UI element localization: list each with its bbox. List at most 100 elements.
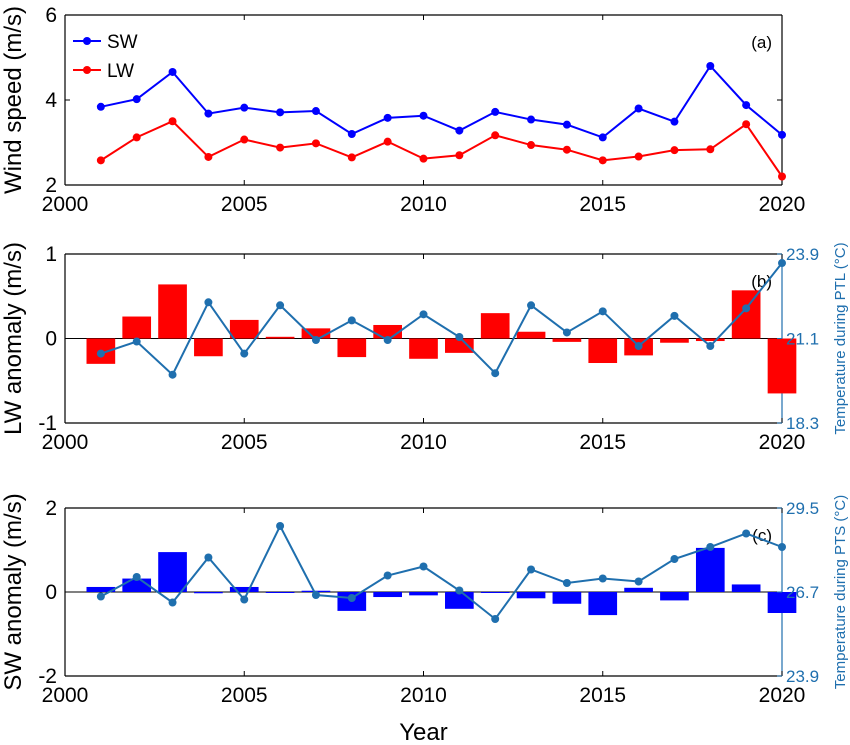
bar — [194, 338, 223, 357]
point-lw — [276, 143, 285, 152]
panel-label: (b) — [751, 272, 772, 291]
y-tick-label: 1 — [45, 243, 57, 266]
bar — [552, 592, 582, 604]
right-tick-label: 26.7 — [786, 583, 819, 602]
x-tick-label: 2015 — [579, 193, 626, 216]
bar — [588, 338, 618, 364]
y-tick-label: 0 — [45, 581, 57, 604]
point-sw — [204, 109, 213, 118]
right-tick-label: 23.9 — [786, 667, 819, 686]
x-tick-label: 2005 — [221, 431, 268, 454]
point-lw — [311, 139, 320, 148]
temperature-point — [598, 574, 607, 583]
temperature-point — [527, 565, 536, 574]
series-line-lw — [100, 120, 783, 178]
point-sw — [562, 120, 571, 129]
right-tick-label: 18.3 — [786, 414, 819, 433]
bar — [86, 586, 116, 592]
point-lw — [204, 152, 213, 161]
point-sw — [778, 130, 786, 139]
x-tick-label: 2020 — [759, 431, 806, 454]
temperature-point — [527, 301, 536, 310]
series-line-sw — [100, 64, 783, 139]
point-sw — [276, 108, 285, 117]
temperature-point — [598, 307, 607, 316]
y-axis-label: SW anomaly (m/s) — [0, 493, 27, 690]
bar — [158, 552, 187, 592]
temperature-point — [168, 370, 177, 379]
point-sw — [598, 133, 607, 142]
temperature-point — [778, 259, 786, 268]
temperature-point — [742, 304, 751, 313]
temperature-point — [562, 579, 571, 587]
right-tick-label: 23.9 — [786, 245, 819, 264]
y-tick-label: 2 — [45, 497, 57, 520]
temperature-point — [168, 598, 177, 607]
bar — [660, 338, 689, 343]
point-sw — [527, 115, 536, 124]
temperature-point — [311, 336, 320, 345]
legend-label-sw: SW — [107, 32, 138, 53]
bar — [373, 592, 402, 598]
y-axis-label: Wind speed (m/s) — [0, 6, 27, 194]
x-tick-label: 2020 — [759, 684, 806, 707]
temperature-point — [419, 310, 428, 319]
point-lw — [455, 151, 464, 160]
temperature-point — [419, 562, 428, 571]
temperature-point — [491, 615, 500, 623]
point-sw — [383, 113, 392, 122]
temperature-point — [778, 543, 786, 551]
temperature-point — [706, 543, 715, 551]
point-lw — [598, 156, 607, 165]
y-axis-label: LW anomaly (m/s) — [0, 242, 27, 435]
x-tick-label: 2010 — [400, 684, 447, 707]
temperature-point — [276, 522, 285, 530]
temperature-point — [383, 336, 392, 345]
bar — [660, 592, 689, 601]
x-tick-label: 2010 — [400, 431, 447, 454]
point-lw — [670, 146, 679, 155]
point-lw — [419, 154, 428, 163]
y-tick-label: 4 — [45, 89, 57, 112]
x-tick-label: 2000 — [42, 684, 89, 707]
point-lw — [742, 120, 751, 129]
temperature-point — [311, 591, 320, 599]
temperature-line — [100, 523, 783, 621]
panel-label: (a) — [751, 33, 772, 52]
x-tick-label: 2010 — [400, 193, 447, 216]
right-axis-label: Temperature during PTS (°C) — [832, 495, 849, 689]
bar — [229, 586, 259, 592]
x-axis-label: Year — [399, 719, 448, 745]
temperature-point — [276, 301, 285, 310]
bar — [337, 338, 367, 358]
bar — [516, 592, 546, 599]
bar — [194, 592, 223, 594]
bar — [695, 338, 725, 342]
point-sw — [742, 101, 751, 110]
bar — [731, 584, 761, 592]
temperature-point — [670, 311, 679, 320]
bar — [301, 328, 331, 339]
point-lw — [634, 152, 643, 161]
y-tick-label: 6 — [45, 4, 57, 27]
point-sw — [706, 62, 715, 70]
point-sw — [634, 104, 643, 113]
x-tick-label: 2005 — [221, 193, 268, 216]
point-sw — [670, 117, 679, 126]
temperature-point — [96, 592, 105, 601]
point-sw — [455, 126, 464, 135]
temperature-point — [132, 573, 141, 581]
point-lw — [168, 117, 177, 126]
bar — [122, 316, 152, 339]
legend-marker-sw — [83, 37, 91, 45]
bar — [767, 592, 797, 613]
right-tick-label: 21.1 — [786, 330, 819, 349]
y-tick-label: 2 — [45, 174, 57, 197]
bar — [480, 592, 510, 593]
panel-label: (c) — [752, 526, 772, 545]
bar — [480, 313, 510, 339]
bar — [695, 547, 725, 592]
bar — [265, 336, 295, 339]
bar — [409, 338, 438, 359]
